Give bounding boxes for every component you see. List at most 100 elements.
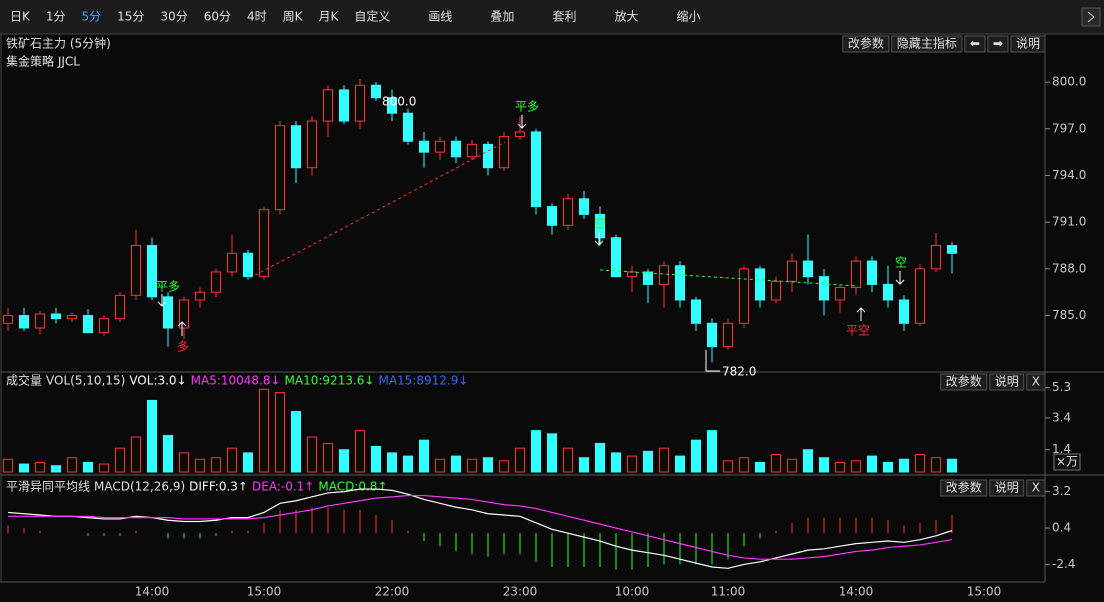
button[interactable] [842, 35, 890, 53]
volume-bar [867, 455, 877, 473]
y-tick-label: 800.0 [1052, 75, 1086, 89]
y-tick-label: 0.4 [1052, 521, 1071, 535]
candle-body [499, 136, 509, 169]
button-label: 说明 [1016, 36, 1040, 51]
volume-bar [851, 460, 861, 473]
button[interactable] [989, 373, 1025, 391]
candle-body [419, 140, 429, 153]
candle-body [99, 318, 109, 334]
volume-bar [99, 463, 109, 473]
button-label: 说明 [995, 374, 1019, 389]
candle-body [627, 271, 637, 278]
y-tick-label: 797.0 [1052, 121, 1086, 135]
legend-entry: VOL(5,10,15) [46, 374, 125, 388]
candle-body [115, 294, 125, 320]
button[interactable] [1010, 35, 1046, 53]
button[interactable] [989, 479, 1025, 497]
toolbar-item[interactable]: 画线 [428, 10, 452, 24]
toolbar-item[interactable]: 30分 [160, 10, 187, 24]
candle-body [19, 315, 29, 329]
candle-body [739, 268, 749, 324]
toolbar-item[interactable]: 放大 [614, 9, 638, 24]
macd-legend: 平滑异同平均线 MACD(12,26,9) DIFF:0.3↑ DEA:-0.1↑ MA… [6, 480, 388, 494]
toolbar-item[interactable]: 缩小 [676, 9, 700, 24]
signal: 平多 [515, 100, 539, 114]
volume-bar [275, 391, 285, 473]
volume-bar [515, 447, 525, 473]
button-label: X [1032, 481, 1040, 495]
candle-body [563, 198, 573, 226]
button[interactable] [940, 479, 988, 497]
candle-body [883, 283, 893, 301]
legend-entry: MACD(12,26,9) [94, 480, 185, 494]
volume-bar [835, 461, 845, 473]
volume-bar [83, 461, 93, 473]
toolbar-item[interactable]: 套利 [552, 10, 576, 24]
volume-bar [387, 452, 397, 473]
y-tick-label: 3.4 [1052, 410, 1071, 424]
volume-bar [147, 399, 157, 473]
candle-body [131, 245, 141, 296]
button[interactable] [987, 35, 1009, 53]
candle-body [291, 125, 301, 169]
volume-bar [19, 463, 29, 473]
toolbar-item[interactable]: 叠加 [490, 10, 514, 24]
button-label: 改参数 [946, 480, 982, 495]
candle-body [467, 143, 477, 158]
candle-body [259, 209, 269, 278]
candle-body [867, 260, 877, 285]
toolbar-item[interactable]: 5分 [82, 10, 102, 24]
x-tick-label: 15:00 [247, 585, 282, 599]
candle-body [835, 287, 845, 301]
toolbar-item[interactable]: 1分 [46, 10, 66, 24]
candle-body [323, 89, 333, 122]
candle-body [595, 213, 605, 239]
toolbar-item[interactable]: 60分 [204, 10, 231, 24]
toolbar-item[interactable]: 15分 [117, 10, 144, 24]
button-label: 改参数 [848, 36, 884, 51]
button-label: 隐藏主指标 [897, 36, 957, 51]
button[interactable] [891, 35, 963, 53]
toolbar-item[interactable]: 月K [319, 10, 340, 24]
button[interactable] [1026, 479, 1046, 497]
button-label: 改参数 [946, 374, 982, 389]
button[interactable] [964, 35, 986, 53]
toolbar-item[interactable]: 4时 [247, 10, 267, 24]
volume-bar [547, 433, 557, 473]
price-note: 782.0 [722, 365, 756, 379]
toolbar-item[interactable]: 自定义 [354, 9, 390, 24]
candle-body [675, 265, 685, 301]
candle-body [483, 143, 493, 169]
volume-bar [355, 430, 365, 473]
candle-body [51, 313, 61, 320]
toolbar-item[interactable]: 周K [283, 10, 304, 24]
candle-body [851, 260, 861, 289]
y-tick-label: 785.0 [1052, 308, 1086, 322]
candle-body [195, 291, 205, 301]
volume-bar [163, 434, 173, 473]
candle-body [179, 299, 189, 329]
signal: 空 [895, 256, 907, 270]
volume-bar [227, 447, 237, 473]
volume-bar [307, 436, 317, 473]
candle-body [691, 299, 701, 324]
macd-line [8, 494, 953, 560]
volume-bar [419, 439, 429, 473]
candle-body [915, 268, 925, 324]
volume-bar [931, 457, 941, 473]
plot: 785.0 788.0 791.0 794.0 797.0 800.0 14:00 15:00… [3, 75, 1086, 599]
volume-bar [611, 452, 621, 473]
button-label: 说明 [995, 480, 1019, 495]
arrow [517, 115, 527, 129]
price-note: 800.0 [382, 95, 416, 109]
button[interactable] [940, 373, 988, 391]
button[interactable] [1026, 373, 1046, 391]
candle-body [227, 252, 237, 273]
toolbar-item[interactable]: 日K [10, 10, 31, 24]
unit-box [1053, 453, 1081, 471]
candle-body [83, 315, 93, 334]
arrow [157, 294, 167, 307]
candle-body [355, 84, 365, 122]
signal: 平多 [156, 280, 180, 294]
scroll-button[interactable] [1081, 7, 1101, 27]
